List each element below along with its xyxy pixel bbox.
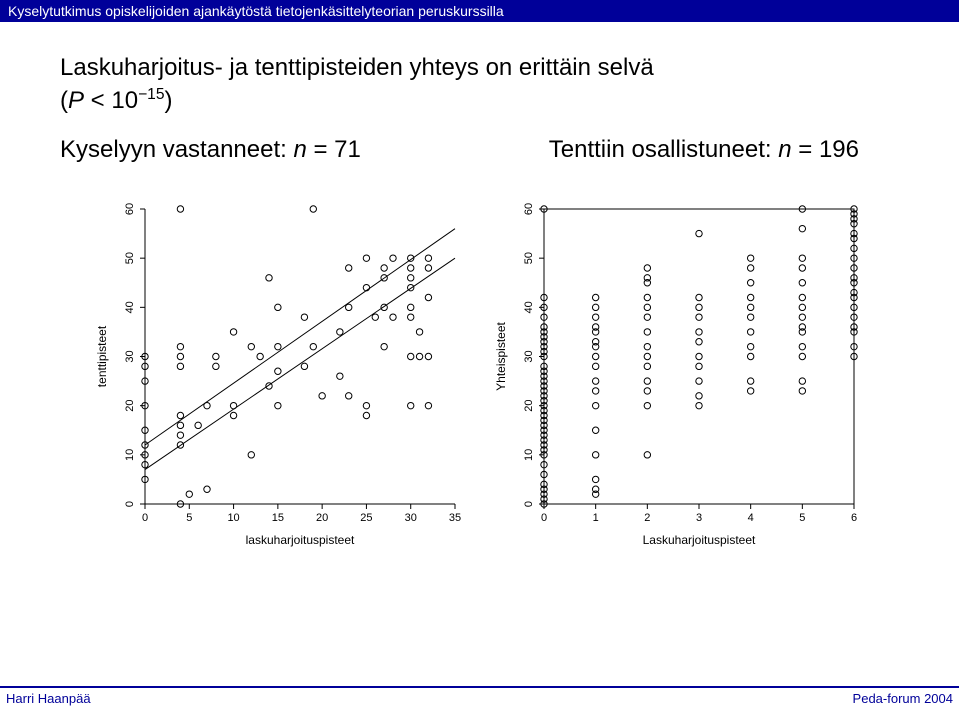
right-sub-var: n	[778, 136, 791, 163]
right-sub: Tenttiin osallistuneet: n = 196	[549, 136, 859, 164]
title-line2-exp: −15	[138, 86, 164, 103]
svg-text:Yhteispisteet: Yhteispisteet	[494, 321, 508, 390]
svg-text:20: 20	[124, 399, 136, 411]
header-title: Kyselytutkimus opiskelijoiden ajankäytös…	[8, 3, 504, 19]
svg-text:0: 0	[541, 512, 547, 524]
svg-text:10: 10	[124, 448, 136, 460]
footer-row: Harri Haanpää Peda-forum 2004	[0, 689, 959, 710]
chart-left: 0 5 10 15 20 25 30 35 0 10 20 30 40 50 60 laskuharjoitu…	[90, 199, 470, 559]
title-line2-mid: < 10	[84, 87, 138, 114]
svg-text:tenttipisteet: tenttipisteet	[95, 325, 109, 387]
title-line2-var: P	[68, 87, 84, 114]
header-bar: Kyselytutkimus opiskelijoiden ajankäytös…	[0, 0, 959, 22]
footer-rule	[0, 686, 959, 688]
main-title: Laskuharjoitus- ja tenttipisteiden yhtey…	[60, 52, 899, 118]
svg-text:1: 1	[593, 512, 599, 524]
svg-text:2: 2	[644, 512, 650, 524]
svg-text:60: 60	[124, 203, 136, 215]
footer-right: Peda-forum 2004	[853, 691, 953, 706]
right-sub-prefix: Tenttiin osallistuneet:	[549, 136, 778, 163]
svg-text:25: 25	[360, 512, 372, 524]
svg-text:60: 60	[523, 203, 535, 215]
svg-text:10: 10	[227, 512, 239, 524]
svg-text:20: 20	[316, 512, 328, 524]
svg-text:laskuharjoituspisteet: laskuharjoituspisteet	[246, 533, 355, 547]
left-sub-var: n	[293, 136, 306, 163]
svg-text:5: 5	[799, 512, 805, 524]
svg-text:10: 10	[523, 448, 535, 460]
chart-left-svg: 0 5 10 15 20 25 30 35 0 10 20 30 40 50 60 laskuharjoitu…	[90, 199, 470, 559]
footer-left: Harri Haanpää	[6, 691, 91, 706]
svg-text:30: 30	[523, 350, 535, 362]
svg-text:30: 30	[405, 512, 417, 524]
svg-text:35: 35	[449, 512, 461, 524]
svg-text:5: 5	[186, 512, 192, 524]
chart-right-svg: 01234560102030405060Laskuharjoituspistee…	[489, 199, 869, 559]
left-sub-prefix: Kyselyyn vastanneet:	[60, 136, 293, 163]
svg-text:Laskuharjoituspisteet: Laskuharjoituspisteet	[643, 533, 756, 547]
subtitle-row: Kyselyyn vastanneet: n = 71 Tenttiin osa…	[60, 136, 899, 164]
svg-text:30: 30	[124, 350, 136, 362]
svg-text:50: 50	[523, 252, 535, 264]
footer: Harri Haanpää Peda-forum 2004	[0, 686, 959, 710]
left-sub-eq: = 71	[307, 136, 361, 163]
title-line2-prefix: (	[60, 87, 68, 114]
left-sub: Kyselyyn vastanneet: n = 71	[60, 136, 361, 164]
chart-right: 01234560102030405060Laskuharjoituspistee…	[489, 199, 869, 559]
svg-text:20: 20	[523, 399, 535, 411]
svg-text:50: 50	[124, 252, 136, 264]
svg-text:6: 6	[851, 512, 857, 524]
right-sub-eq: = 196	[792, 136, 859, 163]
svg-text:0: 0	[124, 501, 136, 507]
svg-text:0: 0	[142, 512, 148, 524]
svg-text:40: 40	[124, 301, 136, 313]
content: Laskuharjoitus- ja tenttipisteiden yhtey…	[0, 22, 959, 559]
charts-row: 051015202530350102030405060laskuharjoitu…	[60, 199, 899, 559]
svg-text:40: 40	[523, 301, 535, 313]
svg-text:4: 4	[748, 512, 754, 524]
svg-text:15: 15	[272, 512, 284, 524]
title-line1: Laskuharjoitus- ja tenttipisteiden yhtey…	[60, 54, 654, 81]
svg-text:0: 0	[523, 501, 535, 507]
title-line2-suffix: )	[165, 87, 173, 114]
svg-text:3: 3	[696, 512, 702, 524]
